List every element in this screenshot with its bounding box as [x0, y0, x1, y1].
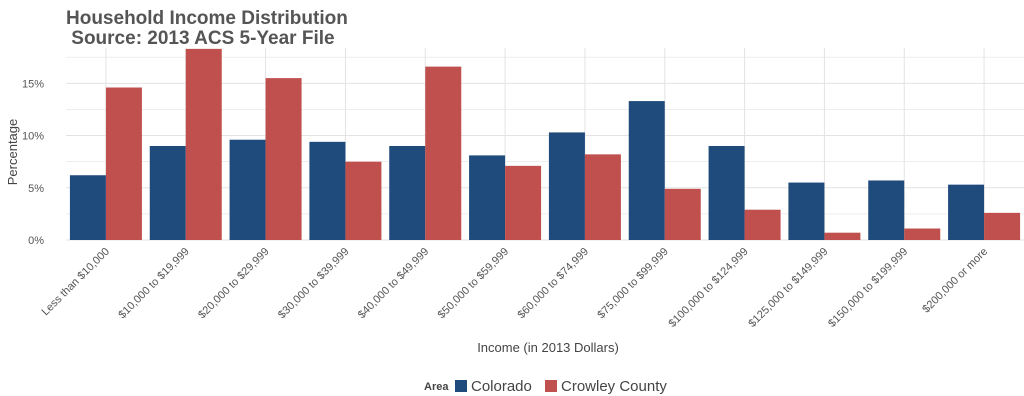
- chart-title-line-1: Household Income Distribution: [66, 8, 348, 29]
- x-tick-label: $125,000 to $149,999: [746, 246, 830, 330]
- bar-crowley-county-2: [265, 78, 302, 240]
- legend-title: Area: [424, 381, 449, 393]
- bar-colorado-11: [948, 184, 985, 240]
- bar-crowley-county-4: [425, 66, 462, 240]
- legend-swatch-colorado: [455, 380, 467, 392]
- bar-crowley-county-3: [345, 161, 382, 240]
- bar-colorado-7: [628, 101, 665, 240]
- x-tick-label: $75,000 to $99,999: [595, 246, 671, 322]
- legend-swatch-crowley-county: [545, 380, 557, 392]
- bar-crowley-county-8: [744, 209, 781, 240]
- bar-colorado-3: [309, 141, 346, 240]
- bar-crowley-county-11: [984, 212, 1021, 240]
- bar-crowley-county-7: [664, 188, 701, 240]
- y-axis-ticks: 0% 5% 10% 15%: [22, 78, 44, 247]
- x-tick-label: Less than $10,000: [40, 246, 113, 319]
- bar-colorado-0: [69, 175, 106, 240]
- x-tick-label: $100,000 to $124,999: [667, 246, 751, 330]
- y-axis-title: Percentage: [5, 119, 20, 186]
- bar-colorado-9: [788, 182, 825, 240]
- chart-title-line-2: Source: 2013 ACS 5-Year File: [66, 28, 335, 49]
- x-tick-label: $60,000 to $74,999: [516, 246, 592, 322]
- bar-colorado-1: [149, 146, 186, 240]
- x-axis-title: Income (in 2013 Dollars): [477, 340, 619, 355]
- bar-colorado-8: [708, 146, 745, 240]
- x-axis-ticks: Less than $10,000 $10,000 to $19,999 $20,0…: [40, 246, 991, 330]
- x-tick-label: $200,000 or more: [920, 246, 990, 316]
- x-tick-label: $50,000 to $59,999: [436, 246, 512, 322]
- bar-crowley-county-1: [185, 48, 222, 240]
- x-tick-label: $40,000 to $49,999: [356, 246, 432, 322]
- x-tick-label: $30,000 to $39,999: [276, 246, 352, 322]
- bar-crowley-county-6: [584, 154, 621, 240]
- bar-crowley-county-5: [505, 165, 542, 240]
- legend-label-colorado: Colorado: [471, 378, 532, 395]
- legend: Area Colorado Crowley County: [424, 378, 667, 395]
- y-tick-label: 10%: [22, 131, 44, 143]
- bar-crowley-county-10: [904, 228, 941, 240]
- bar-crowley-county-0: [105, 87, 142, 240]
- bars: [69, 48, 1021, 240]
- x-tick-label: $10,000 to $19,999: [116, 246, 192, 322]
- y-tick-label: 15%: [22, 78, 44, 90]
- legend-label-crowley-county: Crowley County: [561, 378, 667, 395]
- bar-colorado-4: [389, 146, 426, 240]
- x-tick-label: $20,000 to $29,999: [196, 246, 272, 322]
- y-tick-label: 0%: [28, 235, 44, 247]
- bar-colorado-10: [868, 180, 905, 240]
- y-tick-label: 5%: [28, 183, 44, 195]
- bar-colorado-5: [469, 155, 506, 240]
- x-tick-label: $150,000 to $199,999: [826, 246, 910, 330]
- bar-colorado-6: [548, 132, 585, 240]
- bar-crowley-county-9: [824, 232, 861, 240]
- bar-colorado-2: [229, 139, 266, 240]
